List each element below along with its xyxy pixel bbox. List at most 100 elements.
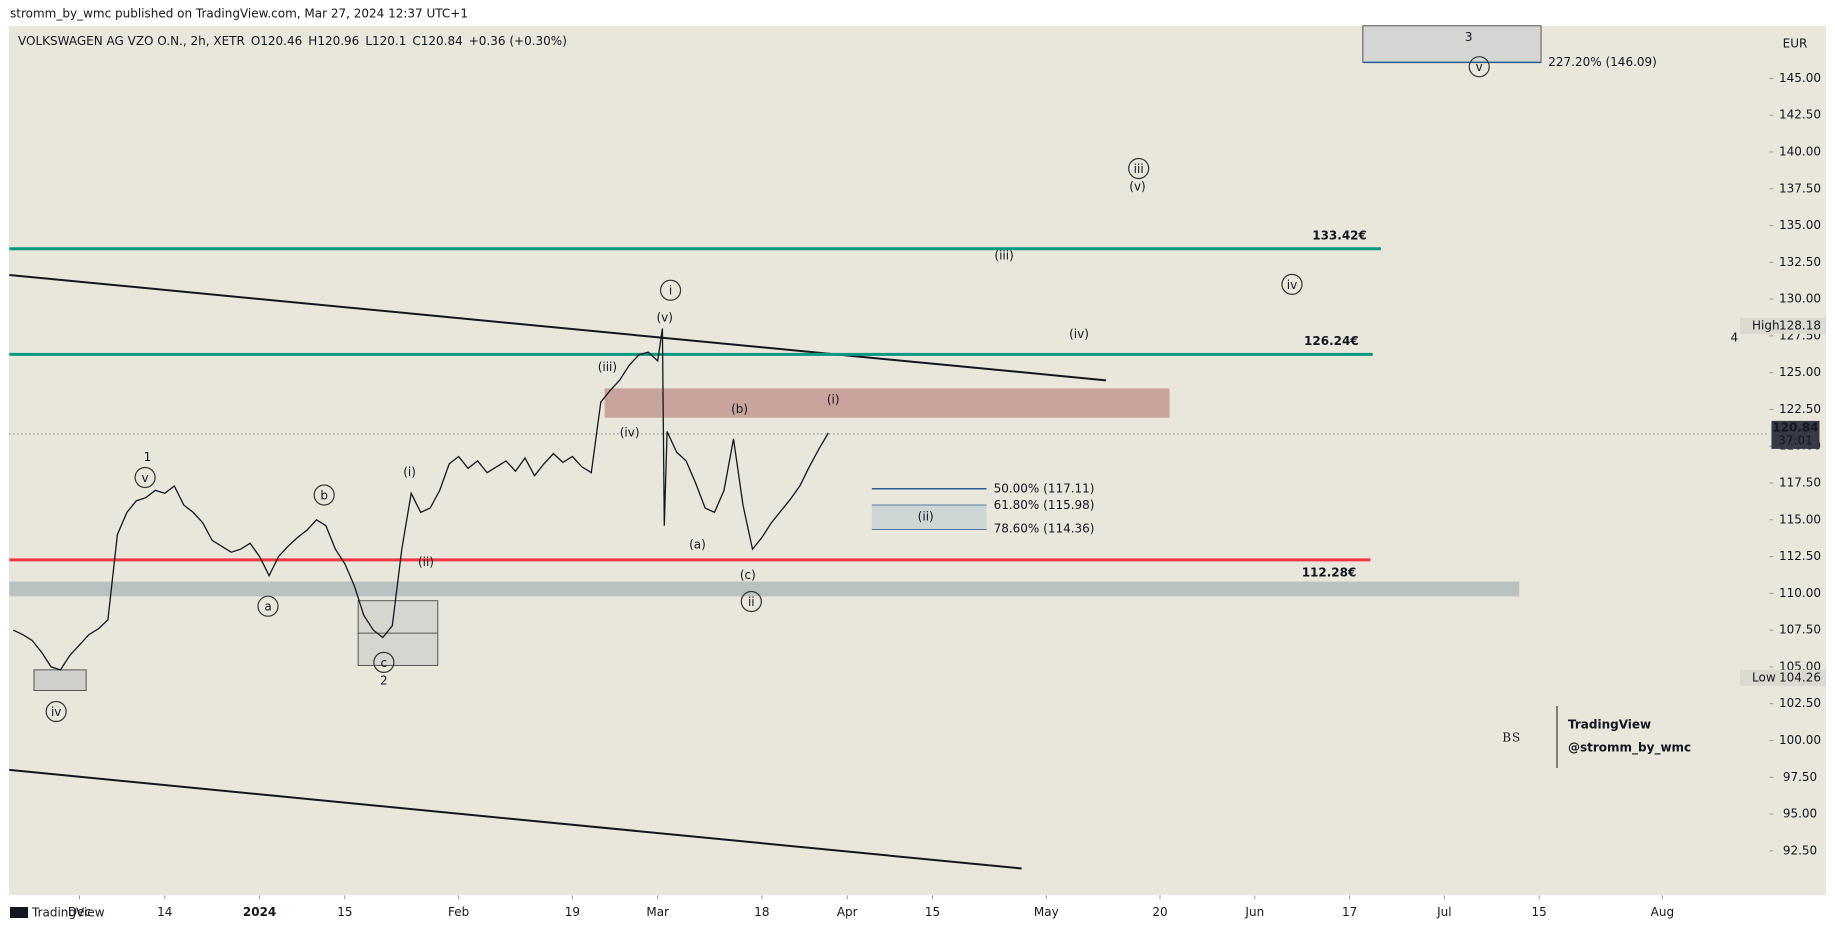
wave-label: ii	[748, 595, 755, 609]
fib-label: 61.80% (115.98)	[994, 498, 1095, 512]
x-tick-label: Feb	[448, 905, 469, 919]
x-tick-label: 15	[925, 905, 940, 919]
ohlc-label: L	[365, 34, 372, 48]
x-tick-label: 17	[1342, 905, 1357, 919]
wave-circle	[257, 595, 279, 617]
zone	[9, 581, 1520, 597]
x-tick-label: 18	[754, 905, 769, 919]
x-tick-label: Apr	[837, 905, 858, 919]
wave-label: (ii)	[918, 510, 934, 524]
zone	[33, 669, 87, 691]
wave-label: (i)	[403, 465, 416, 479]
y-tick-label: 97.50	[1783, 770, 1817, 784]
wave-circle	[373, 651, 395, 673]
wave-label: c	[381, 656, 388, 670]
y-tick-label: 110.00	[1779, 586, 1821, 600]
wave-label: v	[142, 471, 149, 485]
wave-label: b	[320, 489, 328, 503]
wave-label: (i)	[827, 393, 840, 407]
y-tick-label: 122.50	[1779, 402, 1821, 416]
wave-label: (b)	[731, 402, 748, 416]
y-tick-label: 100.00	[1779, 733, 1821, 747]
x-tick-label: Mar	[646, 905, 669, 919]
y-tick-label: 115.00	[1779, 512, 1821, 526]
level-label: 133.42€	[1312, 228, 1367, 242]
footer-logo	[10, 907, 28, 918]
symbol: VOLKSWAGEN AG VZO O.N., 2h, XETR	[18, 34, 245, 48]
low-label: Low	[1752, 670, 1776, 684]
y-tick-label: 140.00	[1779, 144, 1821, 158]
y-tick-label: 132.50	[1779, 255, 1821, 269]
wave-label: (iv)	[620, 425, 640, 439]
zone	[1362, 25, 1542, 63]
x-tick-label: 19	[565, 905, 580, 919]
wave-label: 3	[1465, 30, 1473, 44]
last-price: 120.84	[1772, 420, 1818, 434]
high-tag	[1740, 317, 1826, 334]
wave-label: iii	[1134, 162, 1144, 176]
wave-label: (v)	[1129, 180, 1145, 194]
publisher: stromm_by_wmc published on TradingView.c…	[10, 7, 468, 21]
low-value: 104.26	[1779, 670, 1821, 684]
wave-circle	[1128, 157, 1150, 180]
watermark-brand: TradingView	[1568, 718, 1651, 732]
fib-ext-label: 227.20% (146.09)	[1548, 55, 1657, 69]
high-label: High	[1752, 318, 1780, 332]
wave-circle	[740, 590, 762, 613]
wave-label: (iii)	[994, 249, 1013, 263]
countdown: 37:01	[1778, 433, 1813, 447]
y-tick-label: 142.50	[1779, 108, 1821, 122]
wave-circle	[659, 279, 682, 301]
price-line	[12, 328, 829, 671]
y-tick-label: 102.50	[1779, 696, 1821, 710]
wave-label: 4	[1731, 331, 1739, 345]
wave-label: iv	[51, 705, 61, 719]
ohlc-value: 120.46	[260, 34, 302, 48]
ohlc-label: H	[308, 34, 317, 48]
fib-label: 50.00% (117.11)	[994, 481, 1095, 495]
wave-label: 2	[380, 673, 388, 687]
y-tick-label: 135.00	[1779, 218, 1821, 232]
y-tick-label: 137.50	[1779, 181, 1821, 195]
y-tick-label: 92.50	[1783, 843, 1817, 857]
ohlc-value: 120.84	[421, 34, 463, 48]
wave-circle	[313, 484, 335, 506]
wave-label: a	[264, 600, 271, 614]
chart-area	[9, 26, 1826, 895]
wave-circle	[45, 700, 67, 723]
y-tick-label: 130.00	[1779, 292, 1821, 306]
ohlc-value: 120.1	[372, 34, 406, 48]
trendline	[9, 768, 1022, 870]
currency: EUR	[1783, 37, 1808, 51]
wave-label: (iv)	[1069, 327, 1089, 341]
wave-label: (a)	[689, 538, 706, 552]
wave-label: i	[669, 284, 672, 298]
wave-circle	[134, 466, 156, 489]
x-tick-label: 15	[337, 905, 352, 919]
wave-label: v	[1476, 60, 1483, 74]
y-tick-label: 125.00	[1779, 365, 1821, 379]
wave-label: 1	[144, 450, 152, 464]
level-label: 112.28€	[1302, 565, 1357, 579]
fib-zone	[871, 505, 987, 530]
wave-circle	[1281, 273, 1303, 295]
low-tag	[1740, 669, 1826, 686]
x-tick-label: Jun	[1244, 905, 1264, 919]
wave-label: (iii)	[598, 360, 617, 374]
level-label: 126.24€	[1304, 334, 1359, 348]
fib-label: 78.60% (114.36)	[994, 522, 1095, 536]
watermark-handle: @stromm_by_wmc	[1568, 741, 1691, 756]
ohlc-label: O	[251, 34, 260, 48]
x-tick-label: 2024	[243, 905, 276, 919]
wave-label: (v)	[656, 311, 672, 325]
wave-label: (ii)	[418, 555, 434, 569]
high-value: 128.18	[1779, 318, 1821, 332]
x-tick-label: 20	[1152, 905, 1167, 919]
x-tick-label: 15	[1532, 905, 1547, 919]
wave-label: (c)	[740, 568, 756, 582]
wave-circle	[1468, 56, 1490, 78]
ohlc-label: C	[412, 34, 420, 48]
y-tick-label: 112.50	[1779, 549, 1821, 563]
zone	[604, 388, 1170, 418]
